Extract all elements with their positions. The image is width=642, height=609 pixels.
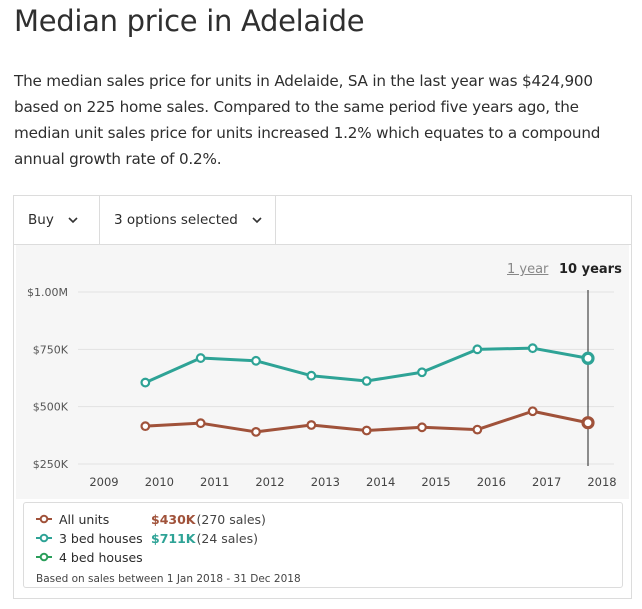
data-point [581, 416, 595, 430]
legend-label: All units [59, 511, 110, 527]
data-point [527, 406, 538, 417]
chart-panel: Buy 3 options selected 1 year 10 years $… [13, 195, 632, 599]
legend-item-4-bed-houses[interactable]: 4 bed houses [36, 548, 143, 566]
legend-marker-icon [36, 533, 52, 543]
legend-sales-count: (24 sales) [196, 530, 258, 546]
data-point [251, 426, 261, 437]
data-point [527, 343, 538, 354]
data-point [251, 355, 261, 366]
price-line-chart: $250K $500K $750K $1.00M 2009 2010 2011 2012 201… [27, 286, 617, 489]
chart-legend: All units $430K (270 sales) 3 bed houses… [23, 502, 623, 588]
data-point [306, 420, 317, 430]
data-point [581, 351, 595, 365]
y-tick-label: $1.00M [27, 286, 68, 299]
page-title: Median price in Adelaide [14, 4, 365, 38]
x-tick-label: 2009 [89, 475, 118, 489]
x-tick-label: 2012 [255, 475, 284, 489]
legend-label: 4 bed houses [59, 549, 143, 565]
range-10-years-link[interactable]: 10 years [559, 262, 622, 277]
price-summary-text: The median sales price for units in Adel… [14, 72, 601, 168]
data-point [195, 418, 206, 429]
data-point [195, 353, 206, 363]
buy-dropdown[interactable]: Buy [14, 196, 100, 244]
legend-item-all-units[interactable]: All units $430K (270 sales) [36, 510, 266, 528]
x-tick-label: 2015 [421, 475, 450, 489]
y-tick-label: $500K [33, 401, 69, 414]
data-point [140, 377, 151, 388]
legend-value: $711K [151, 530, 196, 546]
x-tick-label: 2011 [200, 475, 229, 489]
y-tick-label: $750K [33, 343, 69, 356]
data-point [417, 367, 427, 378]
y-tick-label: $250K [33, 458, 69, 471]
chart-area [16, 245, 629, 499]
property-type-dropdown[interactable]: 3 options selected [100, 196, 276, 244]
legend-sales-count: (270 sales) [196, 511, 266, 527]
x-tick-label: 2017 [532, 475, 561, 489]
data-point [140, 421, 151, 432]
controls-divider [14, 244, 631, 245]
range-1-year-link[interactable]: 1 year [507, 262, 549, 277]
data-point [361, 376, 372, 386]
legend-value: $430K [151, 511, 196, 527]
chevron-down-icon [252, 216, 262, 224]
legend-marker-icon [36, 552, 52, 562]
data-point [472, 344, 483, 355]
legend-footnote: Based on sales between 1 Jan 2018 - 31 D… [36, 573, 301, 585]
legend-item-3-bed-houses[interactable]: 3 bed houses $711K (24 sales) [36, 529, 258, 547]
x-tick-label: 2014 [366, 475, 395, 489]
legend-marker-icon [36, 514, 52, 524]
legend-label: 3 bed houses [59, 530, 143, 546]
chevron-down-icon [68, 216, 78, 224]
property-type-dropdown-label: 3 options selected [114, 212, 238, 228]
data-point [417, 422, 427, 433]
data-point [361, 425, 372, 436]
x-tick-label: 2018 [587, 475, 616, 489]
data-point [472, 424, 483, 435]
x-tick-label: 2013 [311, 475, 340, 489]
data-point [306, 370, 317, 381]
x-tick-label: 2010 [145, 475, 174, 489]
x-tick-label: 2016 [477, 475, 506, 489]
buy-dropdown-label: Buy [28, 212, 54, 228]
